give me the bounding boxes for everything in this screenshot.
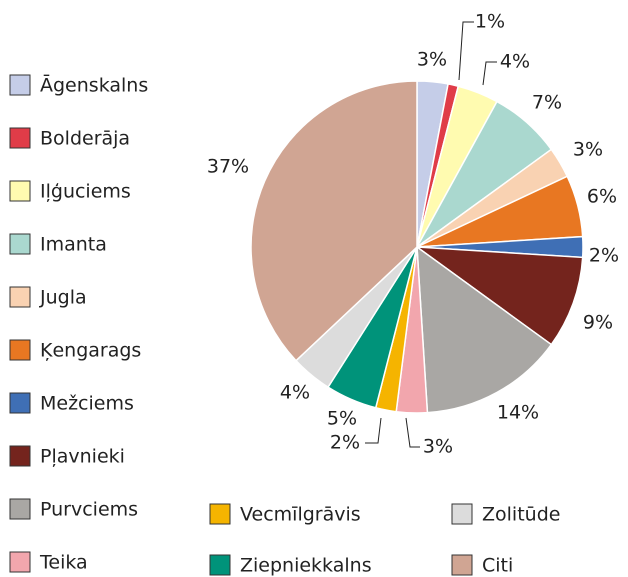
pie-slice	[416, 245, 553, 414]
pie-slice	[414, 246, 584, 346]
data-label: 9%	[583, 312, 613, 334]
data-label: 4%	[280, 382, 310, 404]
data-label: 2%	[589, 245, 619, 267]
leader-line	[458, 21, 474, 81]
data-label: 1%	[475, 11, 505, 33]
data-label: 37%	[207, 156, 249, 178]
legend-swatch	[9, 551, 31, 573]
legend-label: Imanta	[40, 234, 107, 256]
data-label: 3%	[423, 436, 453, 458]
legend-swatch	[451, 503, 473, 525]
legend-label: Teika	[39, 552, 88, 574]
legend-label: Zolitūde	[482, 504, 560, 526]
legend-label: Mežciems	[40, 393, 134, 415]
legend-label: Pļavnieki	[40, 446, 125, 468]
legend-label: Āgenskalns	[40, 73, 148, 97]
legend-swatch	[9, 339, 31, 361]
legend-swatch	[9, 286, 31, 308]
legend-swatch	[9, 392, 31, 414]
data-label: 7%	[532, 92, 562, 114]
legend-label: Jugla	[39, 287, 87, 309]
legend-swatch	[9, 498, 31, 520]
leader-line	[482, 61, 497, 86]
leader-line	[405, 417, 420, 448]
data-label: 3%	[573, 139, 603, 161]
legend-label: Bolderāja	[40, 128, 130, 150]
legend-label: Iļģuciems	[40, 181, 131, 203]
data-label: 6%	[587, 186, 617, 208]
leader-line	[365, 417, 382, 444]
data-label: 3%	[417, 49, 447, 71]
legend-label: Ziepniekkalns	[240, 555, 372, 577]
data-label: 5%	[327, 408, 357, 430]
legend-swatch	[209, 554, 231, 576]
legend-swatch	[451, 554, 473, 576]
legend-swatch	[9, 445, 31, 467]
data-label: 14%	[497, 402, 539, 424]
data-label: 4%	[500, 51, 530, 73]
data-label: 2%	[330, 432, 360, 454]
legend-label: Vecmīlgrāvis	[240, 504, 361, 526]
legend-label: Purvciems	[40, 499, 138, 521]
legend-swatch	[9, 127, 31, 149]
legend-swatch	[9, 180, 31, 202]
legend-swatch	[9, 74, 31, 96]
legend-label: Ķengarags	[40, 340, 141, 362]
pie-slice	[250, 80, 418, 362]
legend-swatch	[9, 233, 31, 255]
legend-swatch	[209, 503, 231, 525]
legend-label: Citi	[482, 555, 513, 577]
